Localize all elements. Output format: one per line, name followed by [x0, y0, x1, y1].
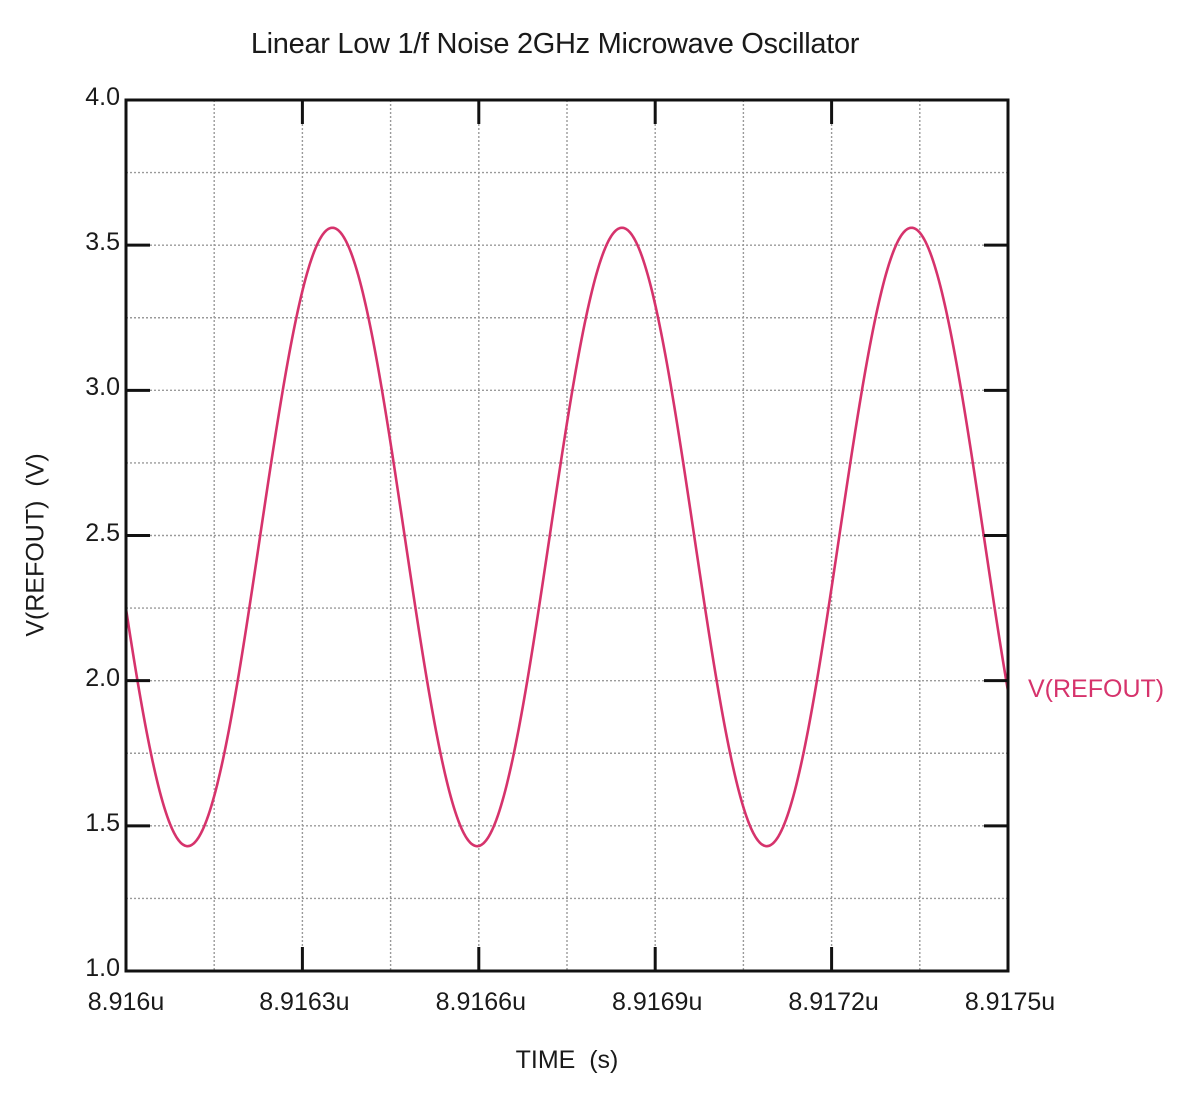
y-tick-label: 3.5 — [85, 228, 120, 257]
x-tick-label: 8.9166u — [435, 988, 526, 1016]
axis-ticks — [126, 100, 1008, 971]
x-tick-label: 8.9163u — [259, 988, 350, 1016]
y-axis-label: V(REFOUT) (V) — [21, 453, 50, 637]
y-tick-label: 2.0 — [85, 663, 120, 692]
x-tick-label: 8.9169u — [612, 988, 703, 1016]
x-tick-label: 8.9175u — [964, 988, 1056, 1016]
y-tick-label: 1.5 — [85, 808, 120, 837]
x-axis-label: TIME (s) — [515, 1046, 619, 1074]
y-tick-label: 1.0 — [85, 954, 120, 982]
x-tick-label: 8.9172u — [788, 988, 879, 1016]
series-line-v-refout — [124, 226, 1010, 848]
x-tick-label: 8.916u — [87, 988, 165, 1016]
legend-entry-v-refout: V(REFOUT) — [1028, 675, 1165, 703]
y-tick-label: 2.5 — [85, 518, 120, 547]
chart-title: Linear Low 1/f Noise 2GHz Microwave Osci… — [250, 28, 860, 60]
y-tick-label: 3.0 — [85, 373, 120, 402]
y-tick-label: 4.0 — [85, 83, 120, 111]
grid-lines — [126, 100, 1008, 971]
